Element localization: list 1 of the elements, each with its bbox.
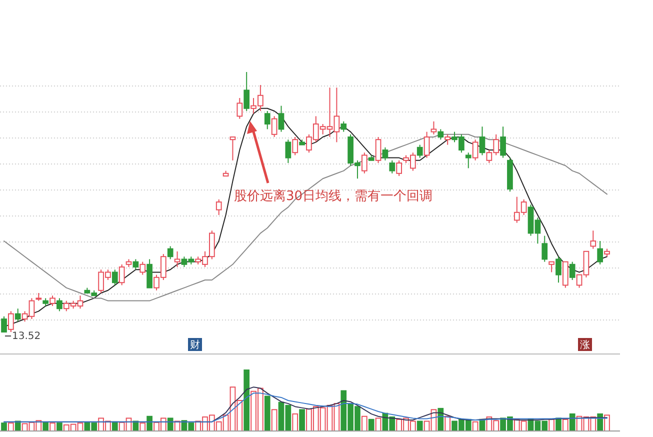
annotation: 13.52 [12,331,41,342]
